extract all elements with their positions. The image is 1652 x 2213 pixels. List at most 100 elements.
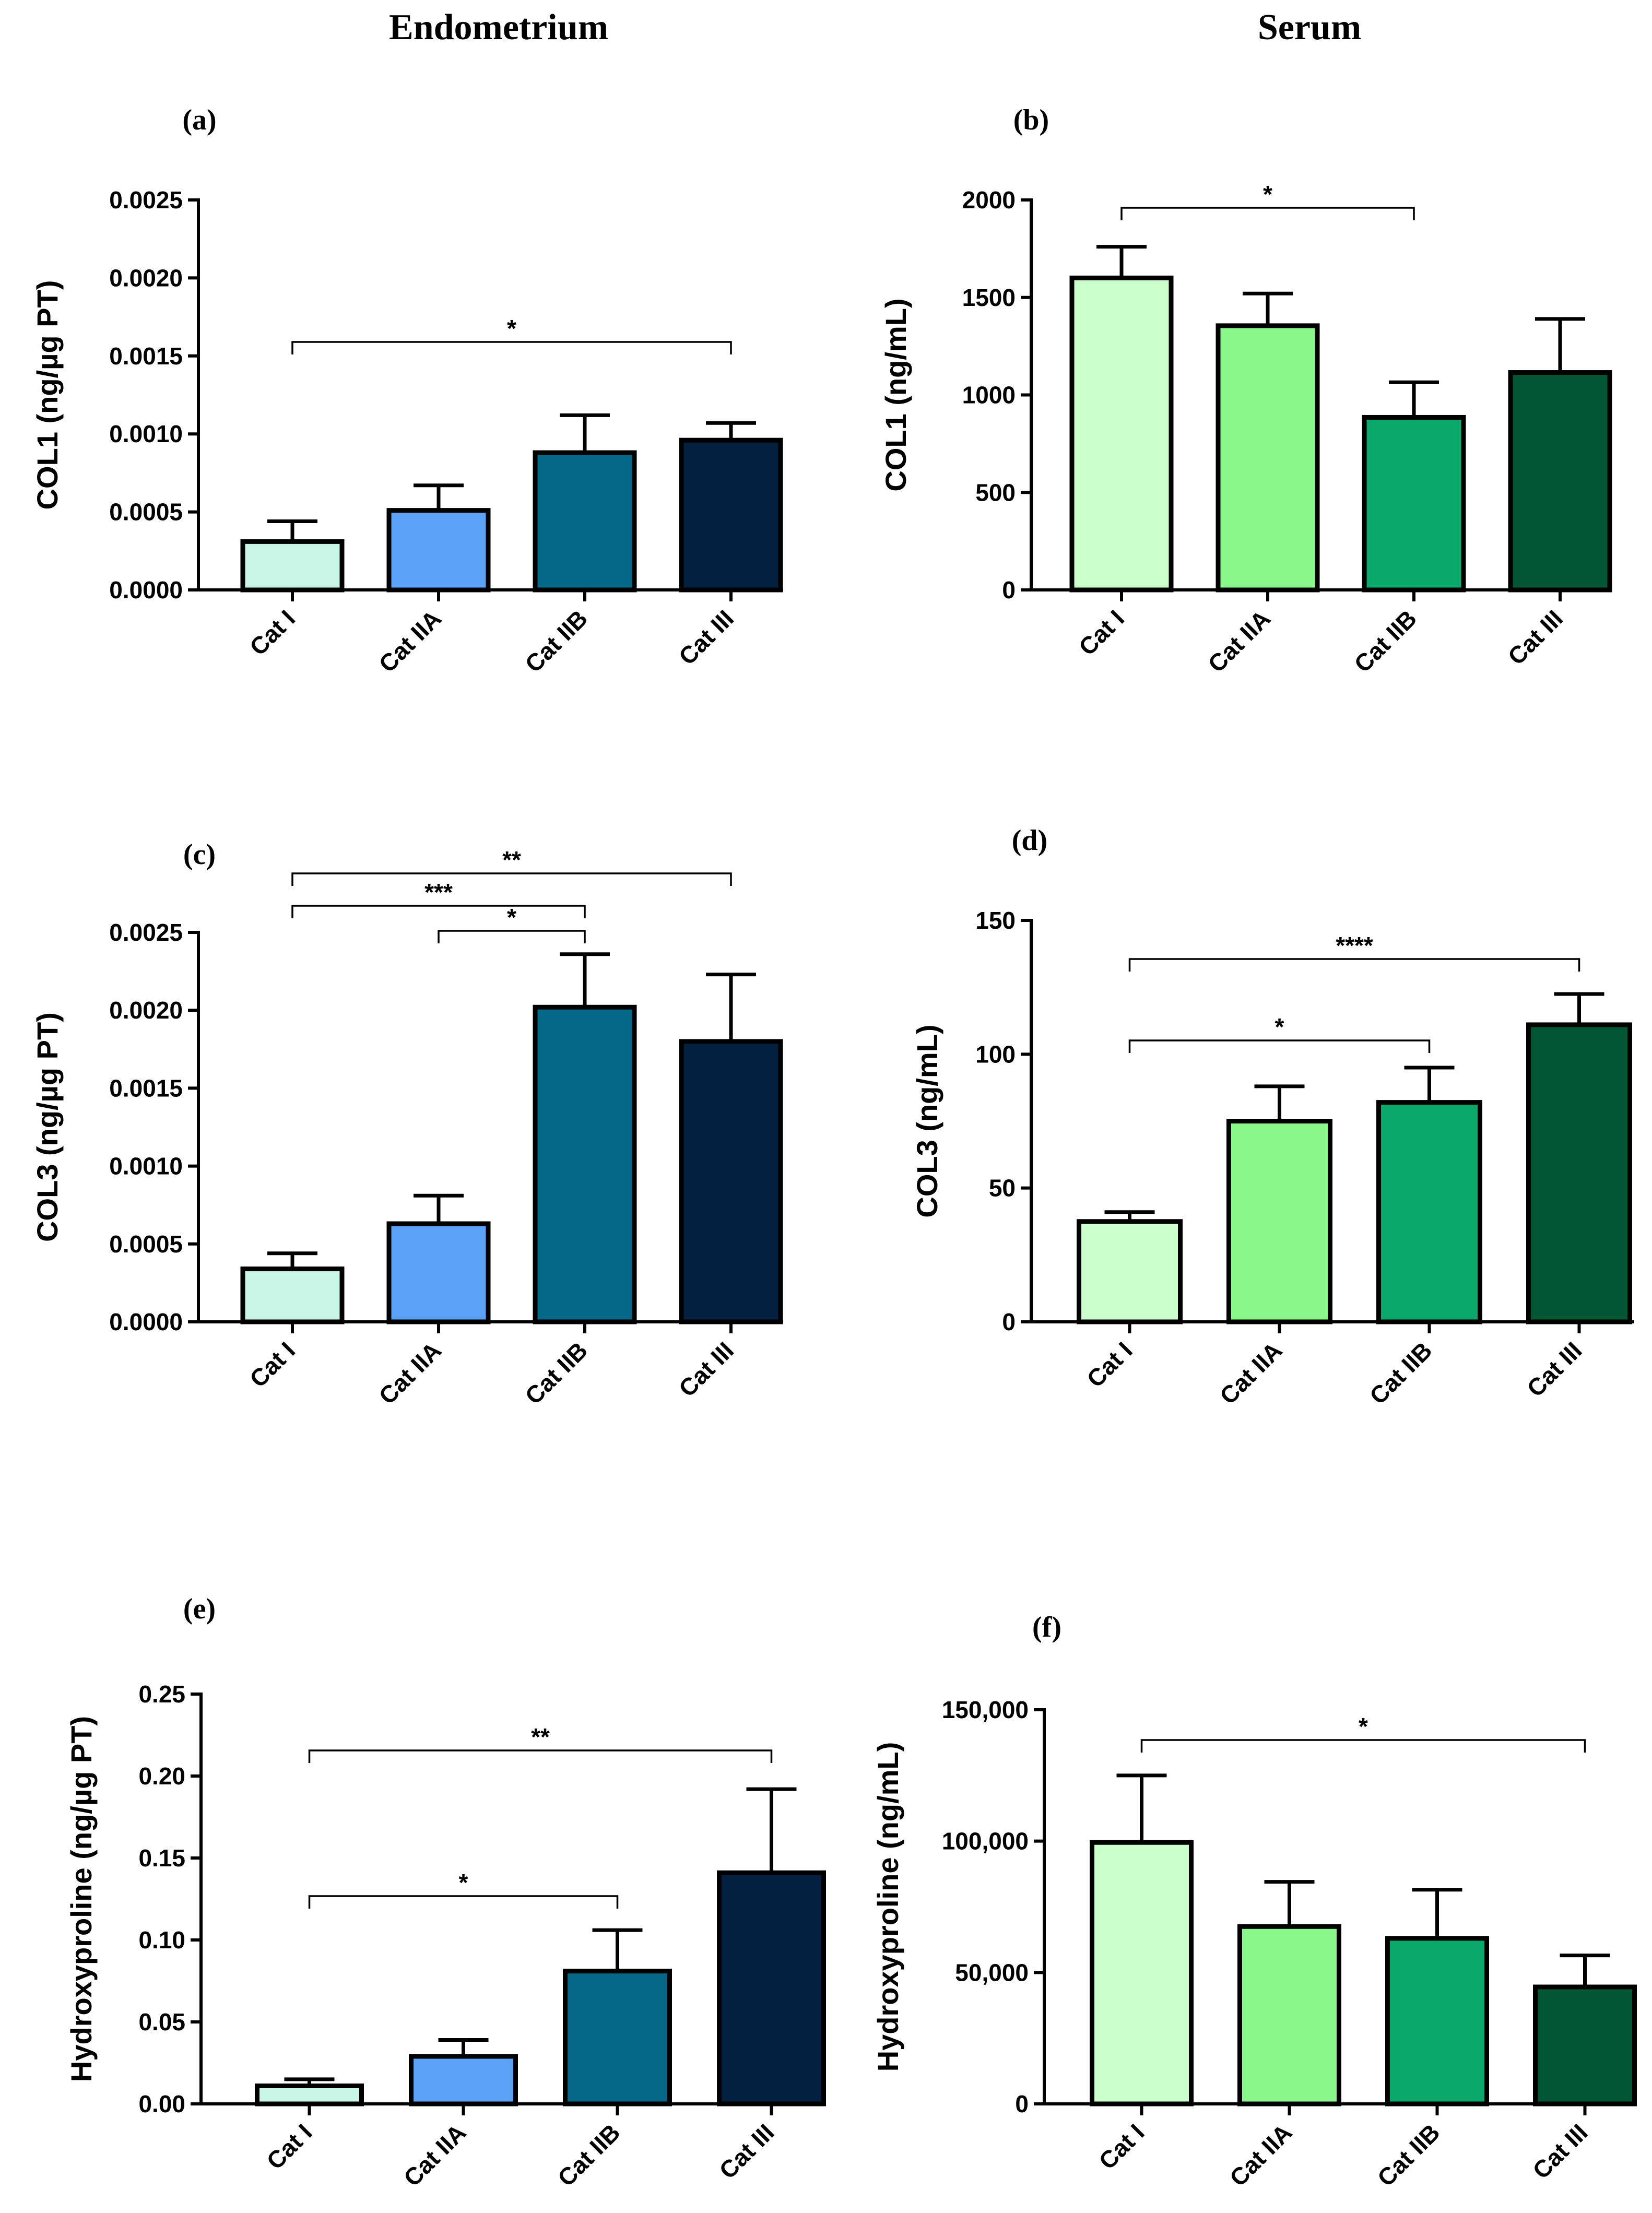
category-label: Cat III: [674, 605, 739, 670]
bar: [1090, 1840, 1194, 2107]
category-label: Cat IIB: [520, 1336, 593, 1410]
significance-label: ****: [1336, 932, 1373, 959]
significance-bracket: [291, 341, 732, 354]
panel-letter: (c): [183, 838, 216, 871]
y-tick-label: 0: [1002, 1308, 1016, 1335]
panel-letter: (a): [182, 104, 216, 136]
bar: [679, 437, 783, 593]
y-tick-label: 0.0025: [109, 186, 183, 214]
panel-letter: (b): [1013, 104, 1049, 136]
category-label: Cat IIB: [520, 605, 593, 678]
significance-label: *: [1359, 1713, 1368, 1740]
bar: [1376, 1100, 1482, 1324]
panel-letter: (e): [183, 1593, 216, 1625]
y-tick-label: 0.0010: [109, 1153, 183, 1180]
y-tick-label: 0.0000: [109, 1308, 183, 1335]
y-tick-label: 50: [989, 1175, 1016, 1202]
y-tick-label: 0: [1015, 2090, 1029, 2117]
y-axis-label: Hydroxyproline (ng/µg PT): [65, 1716, 98, 2082]
bar: [1226, 1119, 1332, 1324]
bar: [1237, 1924, 1341, 2107]
significance-label: **: [531, 1723, 550, 1750]
bar: [533, 1004, 637, 1324]
category-label: Cat IIB: [1364, 1336, 1437, 1410]
y-tick-label: 0.0000: [109, 576, 183, 603]
category-label: Cat I: [1081, 1336, 1137, 1392]
y-axis-label: COL1 (ng/µg PT): [31, 280, 64, 510]
y-tick-label: 0: [1002, 576, 1016, 603]
y-tick-label: 0.10: [138, 1926, 185, 1954]
y-tick-label: 2000: [962, 186, 1016, 214]
panel-letter: (f): [1032, 1611, 1061, 1643]
significance-bracket: [1128, 958, 1580, 972]
y-tick-label: 0.15: [138, 1844, 185, 1872]
significance-label: *: [1275, 1013, 1284, 1040]
chart-panel-6: (f) Hydroxyproline (ng/mL) 0 50,000 100,000 1…: [871, 1611, 1637, 2192]
y-axis-label: Hydroxyproline (ng/mL): [871, 1742, 904, 2072]
y-tick-label: 0.20: [138, 1762, 185, 1790]
category-label: Cat IIA: [373, 605, 446, 678]
y-tick-label: 150: [975, 907, 1016, 934]
category-label: Cat III: [674, 1336, 739, 1402]
bar: [1385, 1936, 1489, 2107]
bar: [409, 2054, 518, 2107]
significance-label: ***: [424, 879, 453, 906]
significance-bracket: [1140, 1739, 1586, 1753]
significance-label: **: [502, 846, 521, 873]
y-tick-label: 0.25: [138, 1681, 185, 1708]
category-label: Cat IIA: [1214, 1336, 1288, 1410]
significance-bracket: [308, 1749, 773, 1763]
chart-panel-1: (a) COL1 (ng/µg PT) 0.0000 0.0005 0.0010 0.00…: [31, 104, 783, 678]
category-label: Cat IIA: [1202, 605, 1276, 678]
y-tick-label: 0.0015: [109, 1074, 183, 1102]
bar: [1508, 370, 1612, 593]
panel-letter: (d): [1012, 824, 1047, 857]
chart-panel-4: (d) COL3 (ng/mL) 0 50 100 150 Cat I Cat IIA Cat …: [911, 824, 1634, 1410]
y-tick-label: 0.0020: [109, 997, 183, 1024]
category-label: Cat IIA: [398, 2119, 471, 2192]
category-label: Cat IIB: [1372, 2119, 1445, 2192]
category-label: Cat I: [261, 2119, 317, 2174]
significance-label: *: [507, 904, 516, 931]
category-label: Cat IIB: [1349, 605, 1422, 678]
bar: [1216, 323, 1320, 593]
bar: [1362, 415, 1466, 593]
bar: [533, 450, 637, 593]
bar: [240, 539, 345, 593]
chart-panel-3: (c) COL3 (ng/µg PT) 0.0000 0.0005 0.0010 0.00…: [31, 838, 783, 1410]
y-tick-label: 0.0015: [109, 342, 183, 370]
category-label: Cat I: [1073, 605, 1129, 660]
bar: [679, 1039, 783, 1324]
chart-panel-2: (b) COL1 (ng/mL) 0 500 1000 1500 2000 Cat I Cat …: [879, 104, 1612, 678]
column-title-endometrium: Endometrium: [389, 7, 608, 48]
category-label: Cat III: [1527, 2119, 1592, 2184]
category-label: Cat III: [714, 2119, 779, 2184]
y-axis-label: COL1 (ng/mL): [879, 298, 912, 491]
bar: [240, 1267, 345, 1324]
significance-label: *: [507, 315, 516, 342]
y-tick-label: 100,000: [942, 1828, 1029, 1855]
y-tick-label: 0.0005: [109, 499, 183, 526]
y-tick-label: 150,000: [942, 1696, 1029, 1723]
y-tick-label: 1000: [962, 382, 1016, 409]
bar: [386, 508, 491, 593]
y-tick-label: 100: [975, 1040, 1016, 1068]
y-tick-label: 0.0010: [109, 420, 183, 447]
significance-bracket: [1128, 1039, 1431, 1053]
bar: [386, 1221, 491, 1324]
category-label: Cat III: [1503, 605, 1568, 670]
chart-panel-5: (e) Hydroxyproline (ng/µg PT) 0.00 0.05 0.10…: [65, 1593, 826, 2192]
significance-bracket: [1120, 207, 1415, 220]
y-tick-label: 0.0005: [109, 1230, 183, 1258]
y-tick-label: 50,000: [955, 1959, 1029, 1986]
y-tick-label: 500: [975, 479, 1016, 506]
category-label: Cat I: [244, 605, 300, 660]
bar: [717, 1870, 826, 2107]
chart-panels: (a) COL1 (ng/µg PT) 0.0000 0.0005 0.0010 0.00…: [31, 104, 1637, 2192]
bar: [563, 1969, 672, 2107]
y-tick-label: 0.05: [138, 2008, 185, 2036]
bar: [255, 2083, 364, 2107]
y-tick-label: 0.0025: [109, 919, 183, 946]
bar: [1077, 1219, 1183, 1324]
